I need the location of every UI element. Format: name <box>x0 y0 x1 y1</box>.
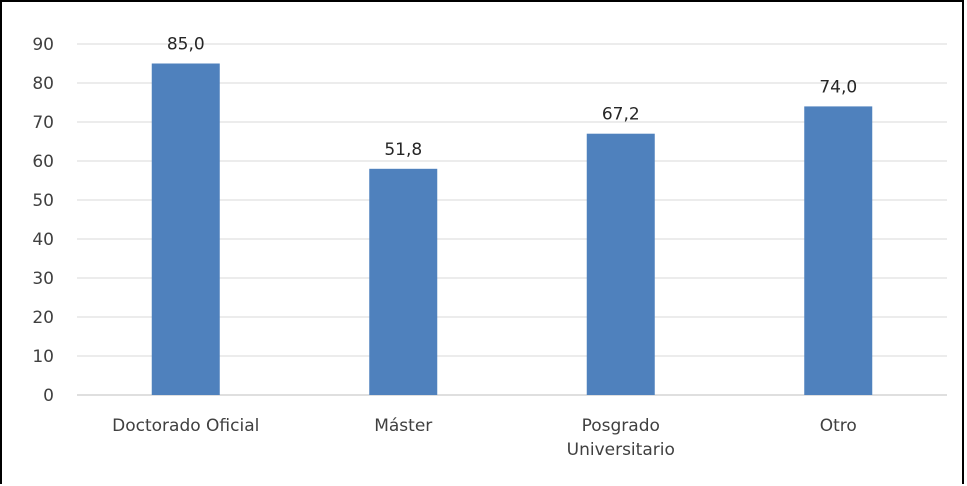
y-tick-label: 0 <box>43 386 54 406</box>
y-axis-ticks: 0 10 20 30 40 50 60 70 80 90 <box>32 35 54 406</box>
data-label: 67,2 <box>602 105 640 125</box>
y-tick-label: 20 <box>32 308 54 328</box>
bars <box>151 63 873 396</box>
gridlines <box>77 43 947 396</box>
data-label: 51,8 <box>384 140 422 160</box>
category-label: Máster <box>374 416 432 436</box>
y-tick-label: 30 <box>32 269 54 289</box>
y-tick-label: 60 <box>32 152 54 172</box>
data-labels: 85,0 51,8 67,2 74,0 <box>167 35 857 160</box>
category-label: Posgrado Universitario <box>567 416 675 460</box>
category-label: Doctorado Oficial <box>112 416 259 436</box>
data-label: 85,0 <box>167 35 205 55</box>
y-tick-label: 90 <box>32 35 54 55</box>
y-tick-label: 40 <box>32 230 54 250</box>
y-tick-label: 70 <box>32 113 54 133</box>
y-tick-label: 80 <box>32 74 54 94</box>
data-label: 74,0 <box>819 77 857 97</box>
bar <box>369 168 438 395</box>
y-tick-label: 50 <box>32 191 54 211</box>
bar <box>586 133 655 395</box>
x-axis-categories: Doctorado Oficial Máster Posgrado Universit… <box>112 416 857 460</box>
bar <box>804 106 873 396</box>
category-label: Otro <box>820 416 857 436</box>
y-tick-label: 10 <box>32 347 54 367</box>
bar <box>151 63 220 395</box>
